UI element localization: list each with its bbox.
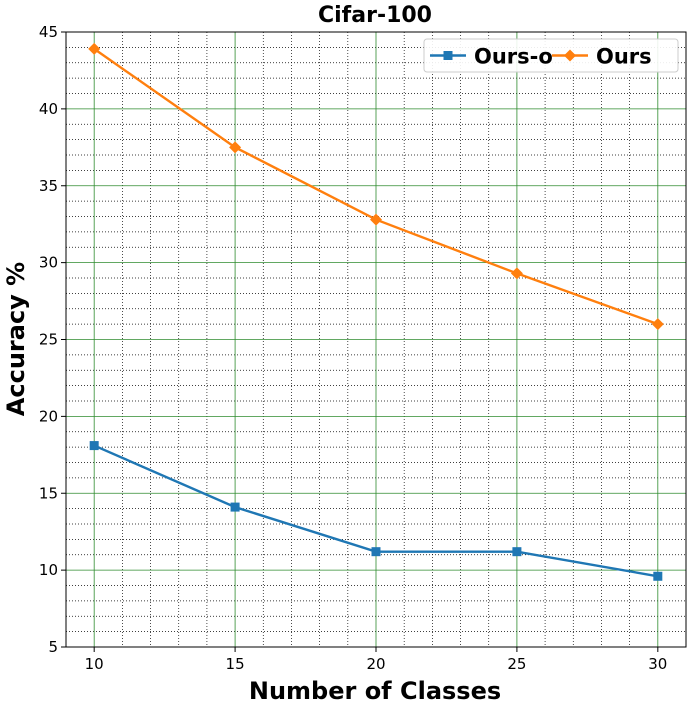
chart-title: Cifar-100 bbox=[318, 3, 432, 28]
data-point bbox=[370, 213, 382, 226]
y-tick-label: 10 bbox=[39, 561, 58, 579]
x-tick-label: 15 bbox=[226, 655, 245, 673]
x-tick-label: 10 bbox=[85, 655, 104, 673]
data-point bbox=[651, 318, 664, 331]
data-point bbox=[653, 571, 663, 581]
y-tick-label: 15 bbox=[39, 484, 58, 502]
data-point bbox=[230, 502, 240, 512]
x-axis: 10 15 20 25 30 bbox=[85, 647, 667, 673]
y-tick-label: 5 bbox=[48, 638, 58, 656]
x-tick-label: 25 bbox=[507, 655, 526, 673]
series-layer bbox=[88, 42, 664, 581]
y-axis-title: Accuracy % bbox=[2, 262, 30, 416]
x-tick-label: 30 bbox=[648, 655, 667, 673]
data-point bbox=[510, 267, 523, 280]
data-point bbox=[229, 141, 242, 154]
y-tick-label: 30 bbox=[39, 254, 58, 272]
data-point bbox=[564, 49, 576, 62]
data-point bbox=[443, 51, 453, 60]
legend-label: Ours bbox=[596, 45, 652, 69]
data-point bbox=[88, 42, 101, 55]
y-tick-label: 35 bbox=[39, 177, 58, 195]
data-point bbox=[371, 547, 381, 557]
x-axis-title: Number of Classes bbox=[249, 677, 501, 705]
grid bbox=[65, 31, 687, 648]
y-tick-label: 45 bbox=[39, 23, 58, 41]
series-ours-o bbox=[89, 441, 663, 581]
y-tick-label: 20 bbox=[39, 407, 58, 425]
legend-box bbox=[423, 38, 679, 73]
data-point bbox=[89, 441, 99, 451]
legend: Ours-o Ours bbox=[423, 38, 679, 73]
legend-label: Ours-o bbox=[474, 45, 553, 69]
y-tick-label: 25 bbox=[39, 331, 58, 349]
series-ours bbox=[88, 42, 664, 331]
x-tick-label: 20 bbox=[366, 655, 385, 673]
y-tick-label: 40 bbox=[39, 100, 58, 118]
data-point bbox=[512, 547, 522, 557]
y-axis: 5 10 15 20 25 30 35 40 45 bbox=[39, 23, 66, 656]
